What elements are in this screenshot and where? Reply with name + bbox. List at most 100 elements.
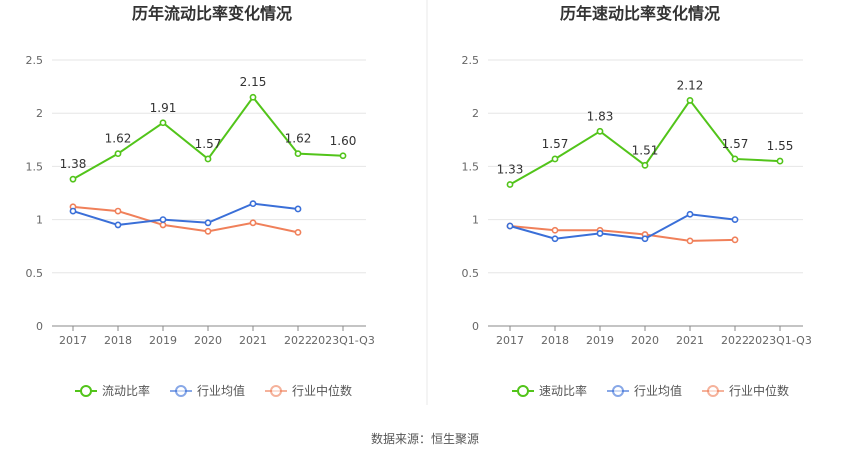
x-tick-label: 2020 — [194, 334, 222, 347]
data-point — [69, 175, 77, 183]
series-1: 1.33 1.57 1.83 1.51 2.12 1.57 1.55 — [497, 78, 794, 188]
data-point — [69, 207, 77, 215]
data-label: 1.91 — [150, 101, 177, 115]
chart-title: 历年速动比率变化情况 — [560, 4, 720, 23]
legend-label: 行业均值 — [634, 383, 682, 398]
data-point — [159, 119, 167, 127]
legend-marker — [612, 385, 624, 397]
data-point — [506, 222, 514, 230]
data-point — [204, 219, 212, 227]
x-tick-label: 2019 — [586, 334, 614, 347]
data-point — [114, 207, 122, 215]
y-tick-label: 2 — [472, 107, 479, 120]
data-point — [294, 150, 302, 158]
data-point — [159, 221, 167, 229]
data-label: 1.62 — [285, 132, 312, 146]
series-2 — [506, 210, 739, 243]
chart-title: 历年流动比率变化情况 — [132, 4, 292, 23]
data-point — [596, 230, 604, 237]
y-tick-label: 0.5 — [462, 267, 480, 280]
series-line — [72, 205, 299, 234]
data-source-note: 数据来源：恒生聚源 — [370, 432, 479, 446]
series-1: 1.38 1.62 1.91 1.57 2.15 1.62 1.60 — [60, 75, 357, 183]
x-tick-label: 2018 — [541, 334, 569, 347]
series-2 — [69, 200, 302, 229]
data-label: 1.57 — [195, 137, 222, 151]
legend-item-1: 流动比率 — [75, 383, 150, 398]
legend-item-1: 速动比率 — [512, 383, 587, 398]
data-point — [551, 235, 559, 243]
data-point — [641, 235, 649, 243]
data-point — [551, 226, 559, 234]
data-label: 2.15 — [240, 75, 267, 89]
data-point — [596, 127, 604, 135]
series-line — [509, 224, 736, 242]
data-point — [686, 210, 694, 218]
data-point — [731, 216, 739, 223]
data-point — [686, 97, 694, 104]
data-label: 1.83 — [587, 109, 614, 123]
x-tick-label: 2023Q1-Q3 — [748, 334, 812, 347]
x-tick-label: 2023Q1-Q3 — [311, 334, 375, 347]
y-tick-label: 0 — [472, 320, 479, 333]
legend-label: 流动比率 — [102, 383, 150, 398]
data-point — [294, 205, 302, 213]
legend-label: 行业中位数 — [729, 383, 789, 398]
legend-marker — [175, 385, 187, 397]
series-line — [509, 213, 736, 240]
data-point — [204, 155, 212, 163]
x-tick-label: 2019 — [149, 334, 177, 347]
series-3 — [506, 222, 739, 245]
data-point — [114, 221, 122, 229]
data-point — [294, 228, 302, 236]
legend-label: 速动比率 — [539, 383, 587, 398]
legend-marker — [80, 385, 92, 397]
legend-item-2: 行业均值 — [607, 383, 682, 398]
y-tick-label: 2.5 — [26, 54, 44, 67]
x-tick-label: 2022 — [721, 334, 749, 347]
y-tick-label: 0.5 — [26, 267, 44, 280]
x-tick-label: 2018 — [104, 334, 132, 347]
data-label: 1.57 — [722, 137, 749, 151]
legend-marker — [517, 385, 529, 397]
legend-marker — [707, 385, 719, 397]
x-tick-label: 2021 — [239, 334, 267, 347]
x-tick-label: 2021 — [676, 334, 704, 347]
series-3 — [69, 203, 302, 236]
legend-item-3: 行业中位数 — [265, 383, 352, 398]
data-point — [506, 181, 514, 188]
series-line — [72, 202, 299, 226]
data-point — [159, 216, 167, 223]
legend-marker — [270, 385, 282, 397]
data-point — [731, 155, 739, 163]
chart-1: 历年流动比率变化情况 0 0.5 1 1.5 2 2.5 2017 2018 2019 2020 20… — [26, 4, 375, 398]
data-point — [249, 93, 257, 101]
legend-item-3: 行业中位数 — [702, 383, 789, 398]
chart-2: 历年速动比率变化情况 0 0.5 1 1.5 2 2.5 2017 2018 2019 2020 20… — [462, 4, 812, 398]
data-label: 1.38 — [60, 157, 87, 171]
x-tick-label: 2022 — [284, 334, 312, 347]
data-point — [204, 227, 212, 235]
y-tick-label: 2 — [36, 107, 43, 120]
data-point — [114, 150, 122, 158]
y-tick-label: 0 — [36, 320, 43, 333]
data-label: 1.33 — [497, 162, 524, 176]
legend-item-2: 行业均值 — [170, 383, 245, 398]
data-point — [551, 155, 559, 163]
y-tick-label: 1 — [36, 214, 43, 227]
x-tick-label: 2017 — [496, 334, 524, 347]
y-tick-label: 2.5 — [462, 54, 480, 67]
data-label: 1.55 — [767, 139, 794, 153]
data-label: 2.12 — [677, 78, 704, 92]
data-label: 1.57 — [542, 137, 569, 151]
data-point — [249, 200, 257, 208]
data-label: 1.62 — [105, 132, 132, 146]
legend-label: 行业中位数 — [292, 383, 352, 398]
y-tick-label: 1 — [472, 214, 479, 227]
data-point — [776, 157, 784, 165]
y-tick-label: 1.5 — [462, 160, 480, 173]
data-point — [731, 236, 739, 244]
data-label: 1.60 — [330, 134, 357, 148]
data-label: 1.51 — [632, 143, 659, 157]
data-point — [249, 219, 257, 227]
